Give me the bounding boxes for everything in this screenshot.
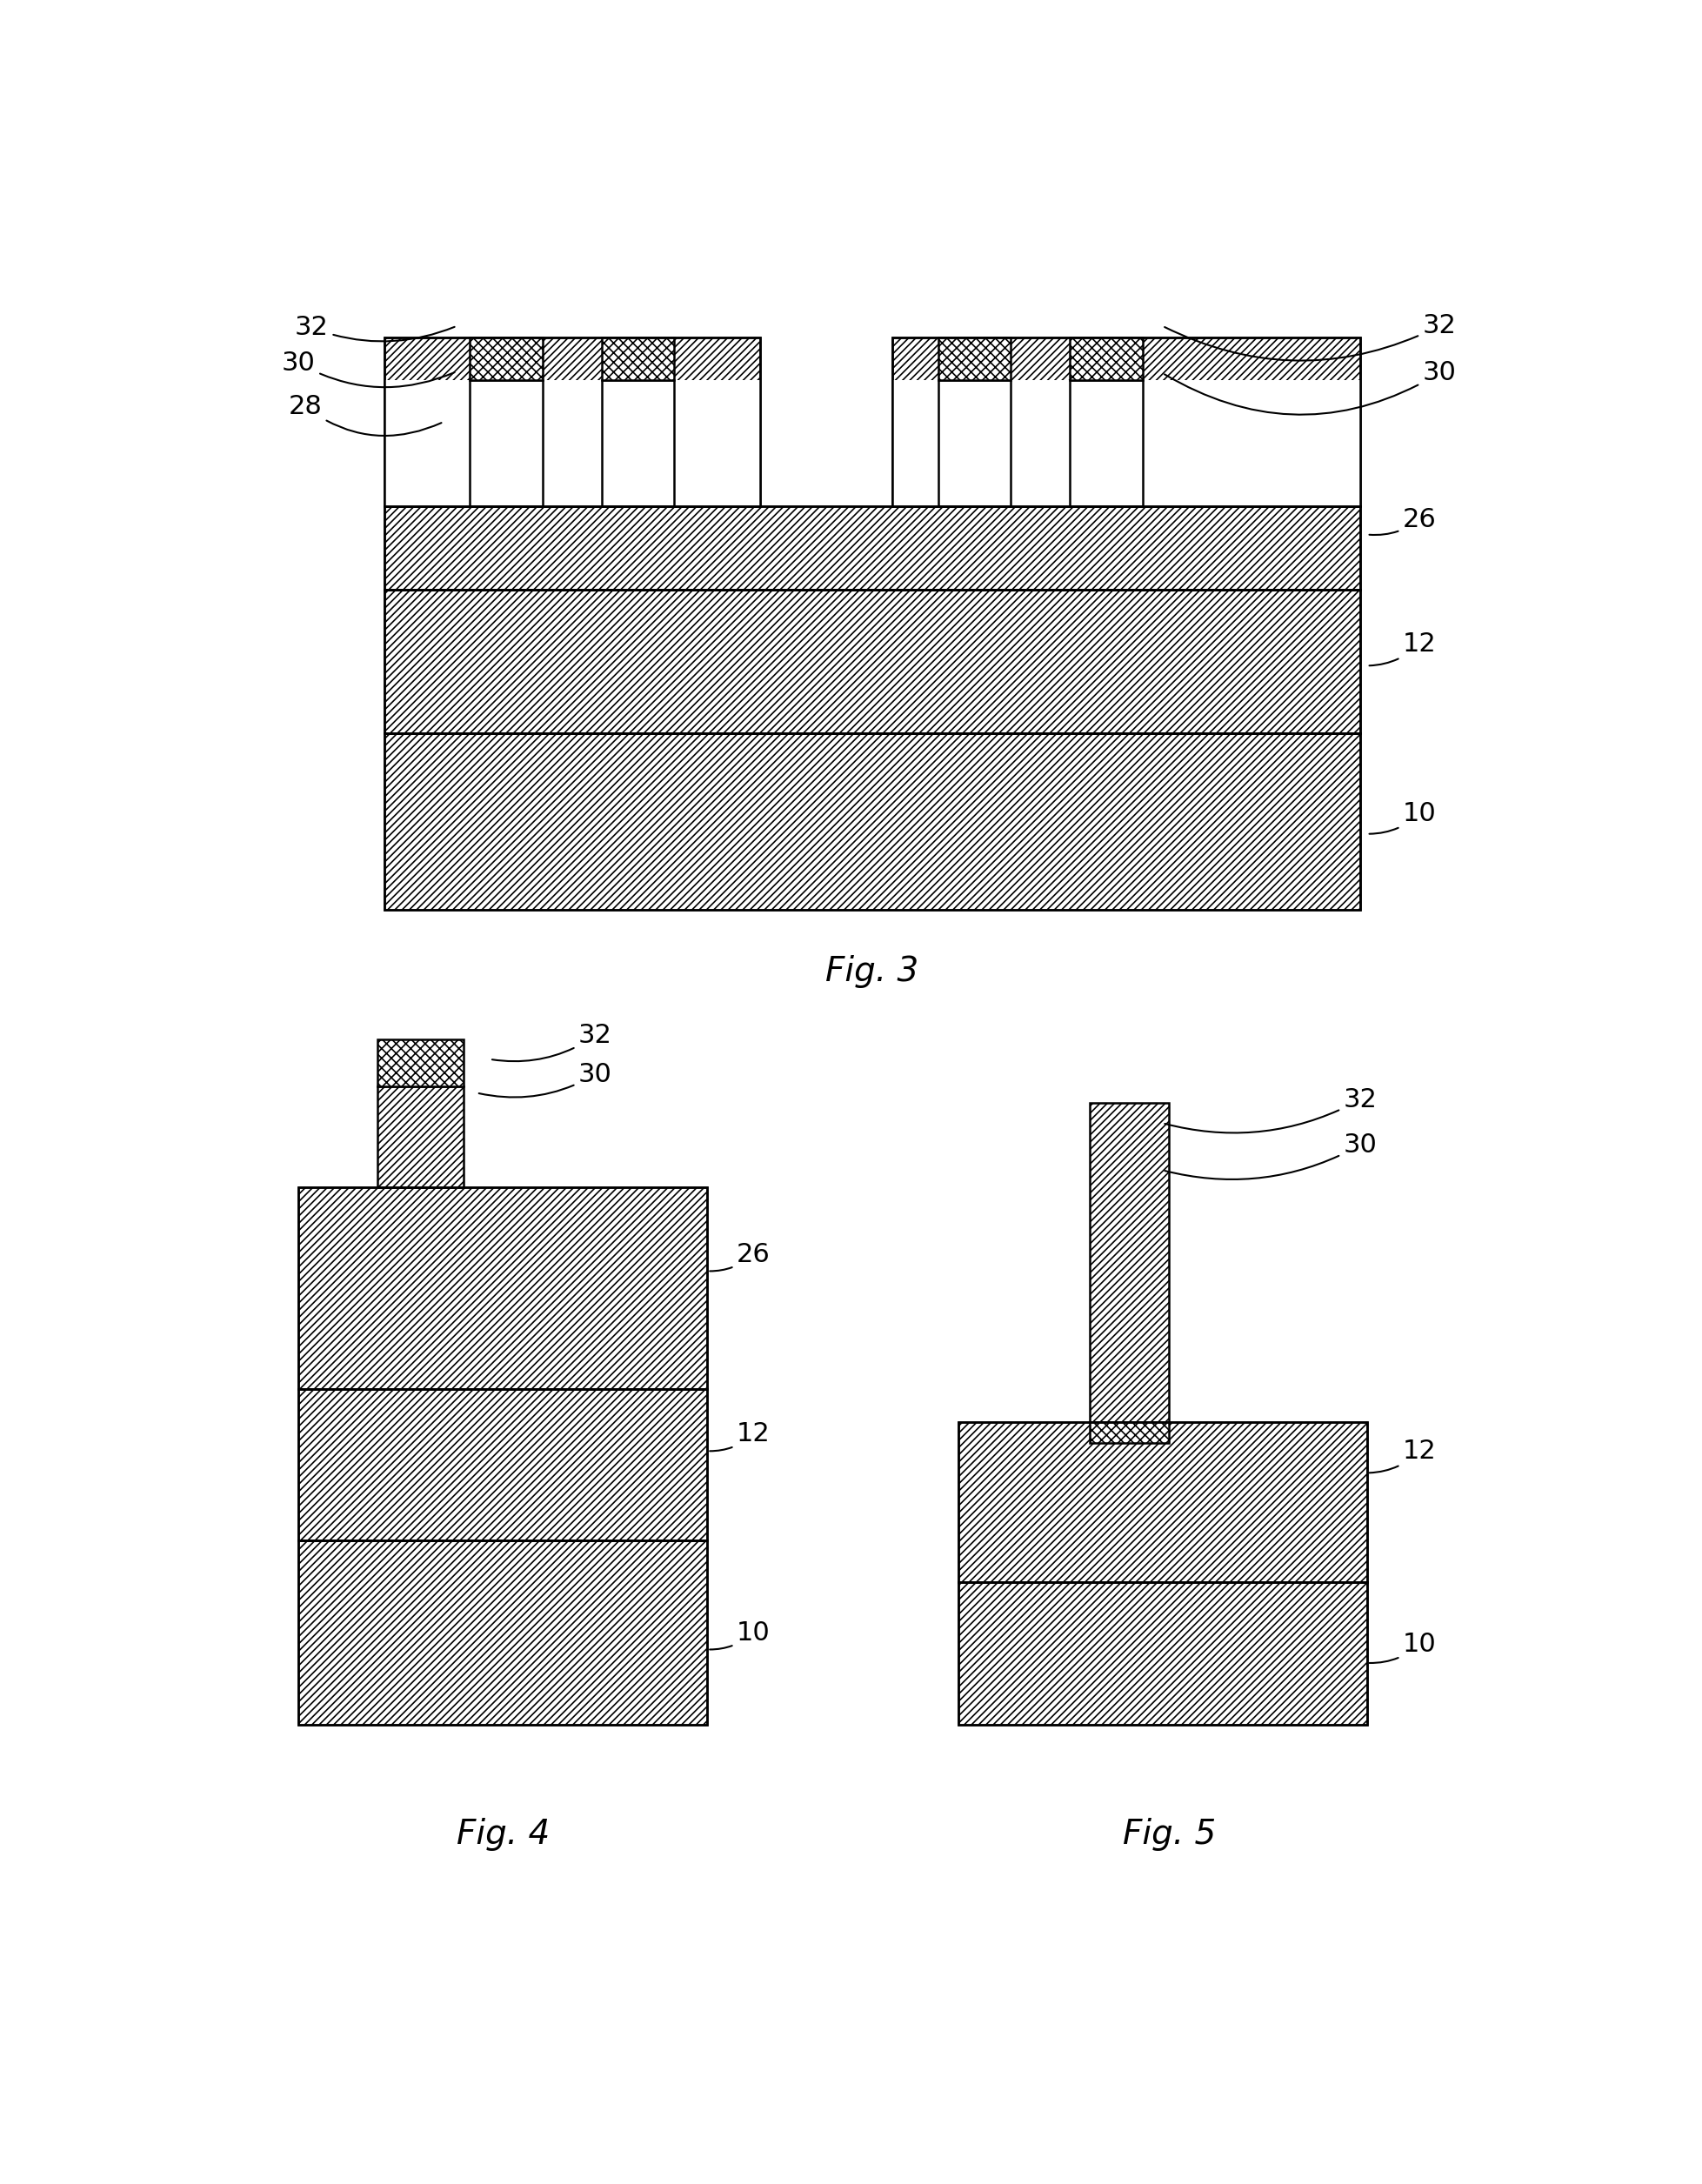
Bar [674, 380, 761, 507]
Bar [543, 380, 603, 507]
Bar [298, 1389, 708, 1540]
Bar [385, 339, 761, 507]
Bar [298, 1188, 708, 1389]
Bar [958, 1422, 1367, 1581]
Text: 30: 30 [478, 1061, 613, 1096]
Bar [938, 339, 1011, 380]
Bar [385, 734, 1360, 909]
Bar [385, 734, 1360, 909]
Bar [1089, 1422, 1169, 1444]
Bar [470, 339, 543, 380]
Bar [385, 507, 1360, 590]
Bar [1071, 339, 1142, 380]
Bar [892, 380, 938, 507]
Text: 26: 26 [1370, 507, 1436, 535]
Bar [298, 1188, 708, 1389]
Bar [892, 339, 1360, 507]
Bar [385, 380, 470, 507]
Text: Fig. 5: Fig. 5 [1122, 1817, 1215, 1852]
Bar [298, 1540, 708, 1725]
Bar [1142, 380, 1360, 507]
Bar [298, 1540, 708, 1725]
Text: 30: 30 [1164, 1131, 1377, 1179]
Text: 12: 12 [710, 1422, 771, 1450]
Bar [1011, 380, 1071, 507]
Text: 10: 10 [710, 1621, 771, 1649]
Bar [892, 339, 1360, 507]
Text: 10: 10 [1370, 1631, 1436, 1662]
Bar [385, 590, 1360, 734]
Text: Fig. 3: Fig. 3 [825, 954, 919, 989]
Bar [470, 380, 543, 507]
Bar [958, 1581, 1367, 1725]
Bar [385, 339, 761, 507]
Bar [958, 1581, 1367, 1725]
Bar [603, 339, 674, 380]
Text: 30: 30 [1164, 360, 1457, 415]
Bar [1089, 1103, 1169, 1422]
Bar [1071, 380, 1142, 507]
Text: 12: 12 [1370, 631, 1436, 666]
Bar [385, 590, 1360, 734]
Text: 32: 32 [492, 1022, 613, 1061]
Text: Fig. 4: Fig. 4 [456, 1817, 550, 1852]
Text: 32: 32 [294, 314, 454, 341]
Text: 26: 26 [710, 1243, 771, 1271]
Bar [938, 380, 1011, 507]
Text: 32: 32 [1164, 312, 1457, 360]
Text: 10: 10 [1370, 802, 1436, 834]
Bar [958, 1422, 1367, 1581]
Text: 12: 12 [1370, 1439, 1436, 1472]
Text: 32: 32 [1164, 1088, 1377, 1133]
Bar [603, 380, 674, 507]
Text: 28: 28 [288, 393, 441, 437]
Text: 30: 30 [281, 349, 454, 387]
Bar [298, 1389, 708, 1540]
Bar [378, 1040, 463, 1085]
Bar [378, 1085, 463, 1188]
Bar [385, 507, 1360, 590]
